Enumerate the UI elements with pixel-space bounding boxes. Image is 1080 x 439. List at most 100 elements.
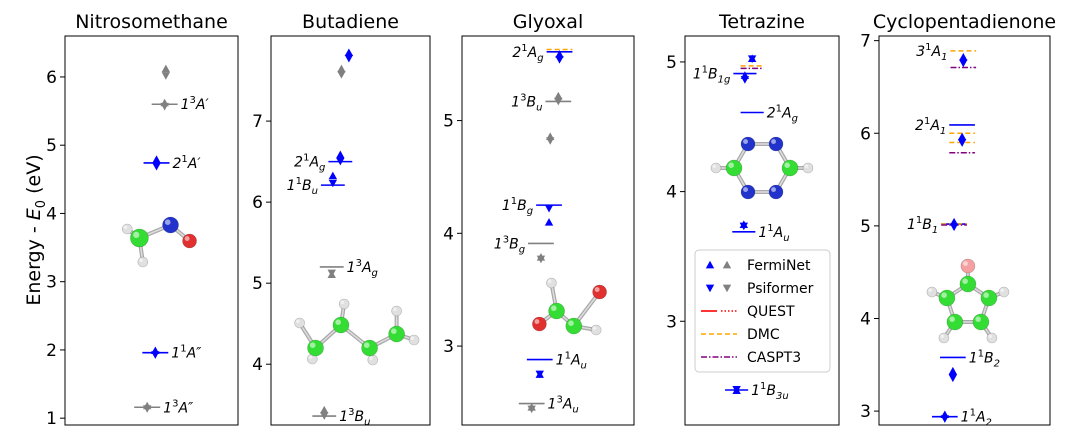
legend-marker-blue — [705, 260, 715, 269]
psiformer-marker — [160, 102, 169, 111]
psiformer-marker — [327, 269, 336, 278]
y-tick-label: 2 — [46, 341, 57, 361]
state-label: 13Bg — [494, 234, 525, 255]
ferminet-marker — [152, 155, 161, 163]
state-label: 31A1 — [916, 42, 947, 63]
hydrogen-atom — [338, 298, 350, 310]
hydrogen-atom — [998, 286, 1010, 298]
legend-entry-ferminet: FermiNet — [705, 258, 811, 274]
y-tick-label: 6 — [46, 68, 57, 88]
psiformer-marker — [152, 162, 161, 171]
state-label: 13Ag — [347, 258, 378, 279]
state-0: 13Au — [518, 395, 579, 416]
panel-frame — [684, 35, 840, 426]
y-tick-label: 1 — [46, 409, 57, 429]
hydrogen-atom — [710, 162, 722, 174]
carbon-atom-shine — [133, 231, 140, 239]
nitrogen-atom — [768, 136, 784, 152]
carbon-atom-shine — [728, 162, 734, 168]
hydrogen-atom-shine — [139, 258, 143, 262]
ferminet-marker — [337, 64, 346, 73]
legend-label: FermiNet — [747, 258, 811, 274]
nitrogen-atom-shine — [164, 219, 171, 225]
y-tick-label: 6 — [252, 193, 263, 213]
y-tick-label: 5 — [252, 274, 263, 294]
state-0: 13Bu — [312, 405, 370, 428]
psiformer-marker — [336, 157, 345, 166]
psiformer-marker — [337, 71, 346, 79]
panel-title: Butadiene — [302, 11, 399, 33]
state-1: 11Au — [732, 220, 790, 244]
state-4: 31A1 — [916, 42, 977, 69]
carbon-atom — [548, 302, 565, 320]
psiformer-marker — [161, 72, 171, 80]
ferminet-marker — [544, 218, 554, 226]
psiformer-marker — [739, 222, 749, 231]
hydrogen-atom-shine — [547, 279, 552, 283]
y-tick-label: 5 — [46, 136, 57, 156]
carbon-atom — [972, 313, 990, 331]
state-label: 11B2 — [969, 348, 1000, 369]
state-label: 21Ag — [512, 43, 543, 64]
hydrogen-atom — [294, 317, 305, 329]
psiformer-marker — [328, 179, 338, 188]
state-label: 11B1 — [907, 215, 938, 236]
state-label: 11Bg — [502, 196, 533, 217]
panel-tetrazine: Tetrazine 3 4 5 11B3u 11Au 11B1g 21Ag — [666, 11, 840, 426]
state-4 — [161, 64, 171, 80]
state-5: 13Bu — [511, 91, 572, 113]
legend-marker-gray — [722, 260, 732, 269]
y-tick-label: 3 — [443, 337, 454, 357]
ferminet-marker — [555, 50, 564, 58]
nitrogen-atom-shine — [743, 139, 748, 144]
legend-entry-psiformer: Psiformer — [705, 281, 814, 297]
state-1: 11B2 — [940, 348, 1000, 383]
nitrogen-atom — [740, 136, 756, 152]
hydrogen-atom-shine — [410, 336, 415, 340]
ferminet-marker — [949, 217, 959, 226]
oxygen-atom — [182, 233, 197, 249]
carbon-atom — [946, 313, 964, 331]
legend-box — [694, 249, 831, 373]
hydrogen-atom — [546, 277, 557, 289]
oxygen-atom — [532, 316, 547, 332]
hydrogen-atom — [938, 332, 950, 344]
hydrogen-atom — [926, 286, 938, 298]
ferminet-marker — [344, 48, 354, 56]
state-label: 13A′ — [181, 95, 210, 113]
legend-label: CASPT3 — [747, 350, 801, 366]
hydrogen-atom-shine — [1000, 288, 1004, 292]
y-tick-label: 3 — [46, 273, 57, 293]
state-0: 11A2 — [932, 408, 992, 429]
state-3: 21Ag — [740, 54, 798, 125]
state-3: 21A1 — [915, 116, 975, 154]
y-tick-label: 5 — [443, 112, 454, 132]
panel-frame — [270, 35, 431, 426]
panel-title: Tetrazine — [718, 11, 805, 33]
ferminet-marker — [959, 52, 968, 61]
psiformer-marker — [957, 139, 967, 147]
state-label: 21Ag — [294, 153, 325, 174]
psiformer-marker — [555, 56, 564, 64]
legend-label: Psiformer — [747, 281, 814, 297]
hydrogen-atom — [986, 332, 998, 344]
carbon-atom — [307, 339, 324, 357]
hydrogen-atom-shine — [123, 225, 128, 229]
y-tick-label: 6 — [860, 124, 871, 144]
carbon-atom-shine — [975, 316, 981, 323]
hydrogen-atom — [137, 256, 149, 268]
y-tick-label: 4 — [666, 183, 677, 203]
y-tick-label: 5 — [860, 217, 871, 237]
state-label: 13Bu — [511, 92, 542, 113]
psiformer-marker — [740, 76, 750, 84]
state-2: 11B1 — [907, 215, 967, 236]
carbon-atom-shine — [551, 305, 557, 312]
legend-label: DMC — [747, 327, 780, 343]
psiformer-marker — [546, 137, 555, 145]
y-tick-label: 4 — [46, 204, 57, 224]
legend-entry-dmc: DMC — [701, 327, 780, 343]
carbon-atom — [361, 339, 378, 357]
state-4 — [337, 64, 346, 79]
hydrogen-atom — [802, 162, 814, 174]
